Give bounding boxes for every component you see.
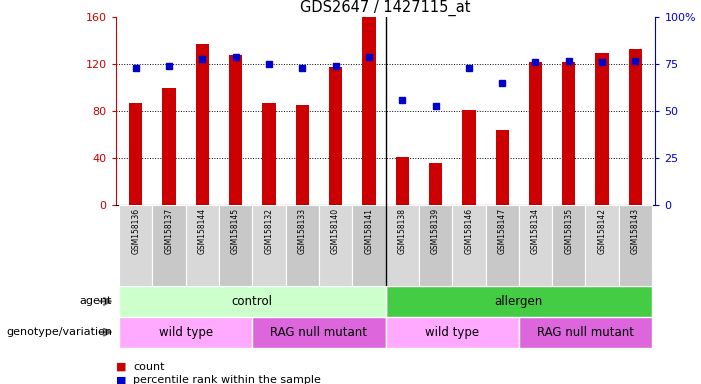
Bar — [519, 205, 552, 286]
Text: ■: ■ — [116, 362, 126, 372]
Text: GSM158144: GSM158144 — [198, 208, 207, 254]
Bar — [519, 317, 652, 348]
Bar — [395, 157, 409, 205]
Text: GSM158147: GSM158147 — [498, 208, 507, 254]
Text: genotype/variation: genotype/variation — [6, 327, 112, 337]
Text: allergen: allergen — [495, 295, 543, 308]
Bar — [152, 205, 186, 286]
Bar — [163, 88, 176, 205]
Text: GSM158136: GSM158136 — [131, 208, 140, 254]
Title: GDS2647 / 1427115_at: GDS2647 / 1427115_at — [300, 0, 471, 16]
Text: GSM158132: GSM158132 — [264, 208, 273, 254]
Bar — [252, 317, 386, 348]
Text: wild type: wild type — [425, 326, 479, 339]
Bar — [386, 286, 652, 317]
Text: ■: ■ — [116, 375, 126, 384]
Bar — [229, 55, 243, 205]
Bar — [585, 205, 619, 286]
Bar — [562, 62, 576, 205]
Bar — [429, 163, 442, 205]
Bar — [196, 44, 209, 205]
Text: agent: agent — [80, 296, 112, 306]
Text: wild type: wild type — [158, 326, 212, 339]
Bar — [285, 205, 319, 286]
Text: GSM158140: GSM158140 — [331, 208, 340, 254]
Text: GSM158146: GSM158146 — [464, 208, 473, 254]
Text: RAG null mutant: RAG null mutant — [537, 326, 634, 339]
Bar — [552, 205, 585, 286]
Bar — [119, 317, 252, 348]
Bar — [362, 17, 376, 205]
Bar — [186, 205, 219, 286]
Bar — [119, 286, 386, 317]
Text: GSM158135: GSM158135 — [564, 208, 573, 254]
Bar — [386, 317, 519, 348]
Text: percentile rank within the sample: percentile rank within the sample — [133, 375, 321, 384]
Text: GSM158137: GSM158137 — [165, 208, 173, 254]
Text: GSM158145: GSM158145 — [231, 208, 240, 254]
Text: GSM158139: GSM158139 — [431, 208, 440, 254]
Text: GSM158134: GSM158134 — [531, 208, 540, 254]
Bar — [486, 205, 519, 286]
Text: GSM158141: GSM158141 — [365, 208, 374, 254]
Bar — [129, 103, 142, 205]
Bar — [352, 205, 386, 286]
Text: GSM158138: GSM158138 — [397, 208, 407, 254]
Text: count: count — [133, 362, 165, 372]
Bar — [462, 110, 475, 205]
Bar — [119, 205, 152, 286]
Text: GSM158142: GSM158142 — [598, 208, 606, 254]
Text: GSM158133: GSM158133 — [298, 208, 307, 254]
Bar — [262, 103, 275, 205]
Bar — [496, 130, 509, 205]
Bar — [329, 67, 342, 205]
Bar — [252, 205, 285, 286]
Bar — [319, 205, 352, 286]
Text: RAG null mutant: RAG null mutant — [271, 326, 367, 339]
Bar — [595, 53, 608, 205]
Bar — [219, 205, 252, 286]
Bar — [386, 205, 419, 286]
Bar — [296, 106, 309, 205]
Bar — [452, 205, 486, 286]
Bar — [419, 205, 452, 286]
Bar — [529, 62, 542, 205]
Bar — [619, 205, 652, 286]
Bar — [629, 49, 642, 205]
Text: control: control — [232, 295, 273, 308]
Text: GSM158143: GSM158143 — [631, 208, 640, 254]
